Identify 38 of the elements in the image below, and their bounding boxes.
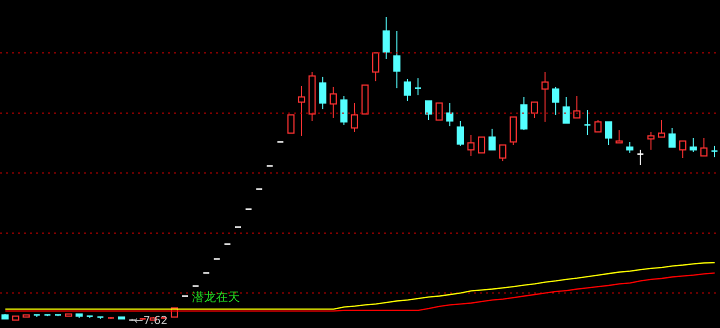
candlestick (658, 120, 666, 138)
annotation: 潜龙在天 (192, 290, 240, 304)
candlestick (414, 78, 422, 96)
candlestick (679, 140, 686, 159)
candlestick (604, 121, 612, 146)
candlestick (456, 120, 464, 146)
candlestick (467, 134, 475, 156)
candlestick (436, 102, 443, 121)
candlestick (350, 102, 358, 132)
candlestick (298, 86, 306, 136)
candlestick (552, 86, 560, 116)
candlestick (424, 100, 432, 121)
candlestick (668, 127, 676, 148)
candlestick (594, 120, 602, 133)
candlestick (636, 149, 644, 166)
candlestick (478, 136, 486, 154)
candlestick (319, 76, 326, 110)
candlestick (573, 96, 580, 119)
candlestick (626, 141, 634, 154)
candlestick (330, 86, 337, 118)
candlestick (584, 110, 592, 136)
candlestick (499, 144, 506, 162)
candlestick (530, 102, 538, 118)
candlestick (340, 96, 348, 126)
candlestick (446, 102, 454, 127)
candlestick (287, 114, 295, 134)
candlestick (616, 130, 623, 144)
candlestick (562, 96, 570, 124)
candlestick (647, 131, 655, 150)
candlestick (393, 30, 400, 89)
candlestick (690, 137, 697, 152)
candlestick (700, 137, 708, 157)
candlestick (488, 128, 496, 150)
candlestick (372, 52, 380, 82)
candlestick (404, 78, 412, 102)
candlestick (541, 72, 549, 122)
candlestick (382, 17, 390, 60)
candlestick (710, 145, 718, 158)
